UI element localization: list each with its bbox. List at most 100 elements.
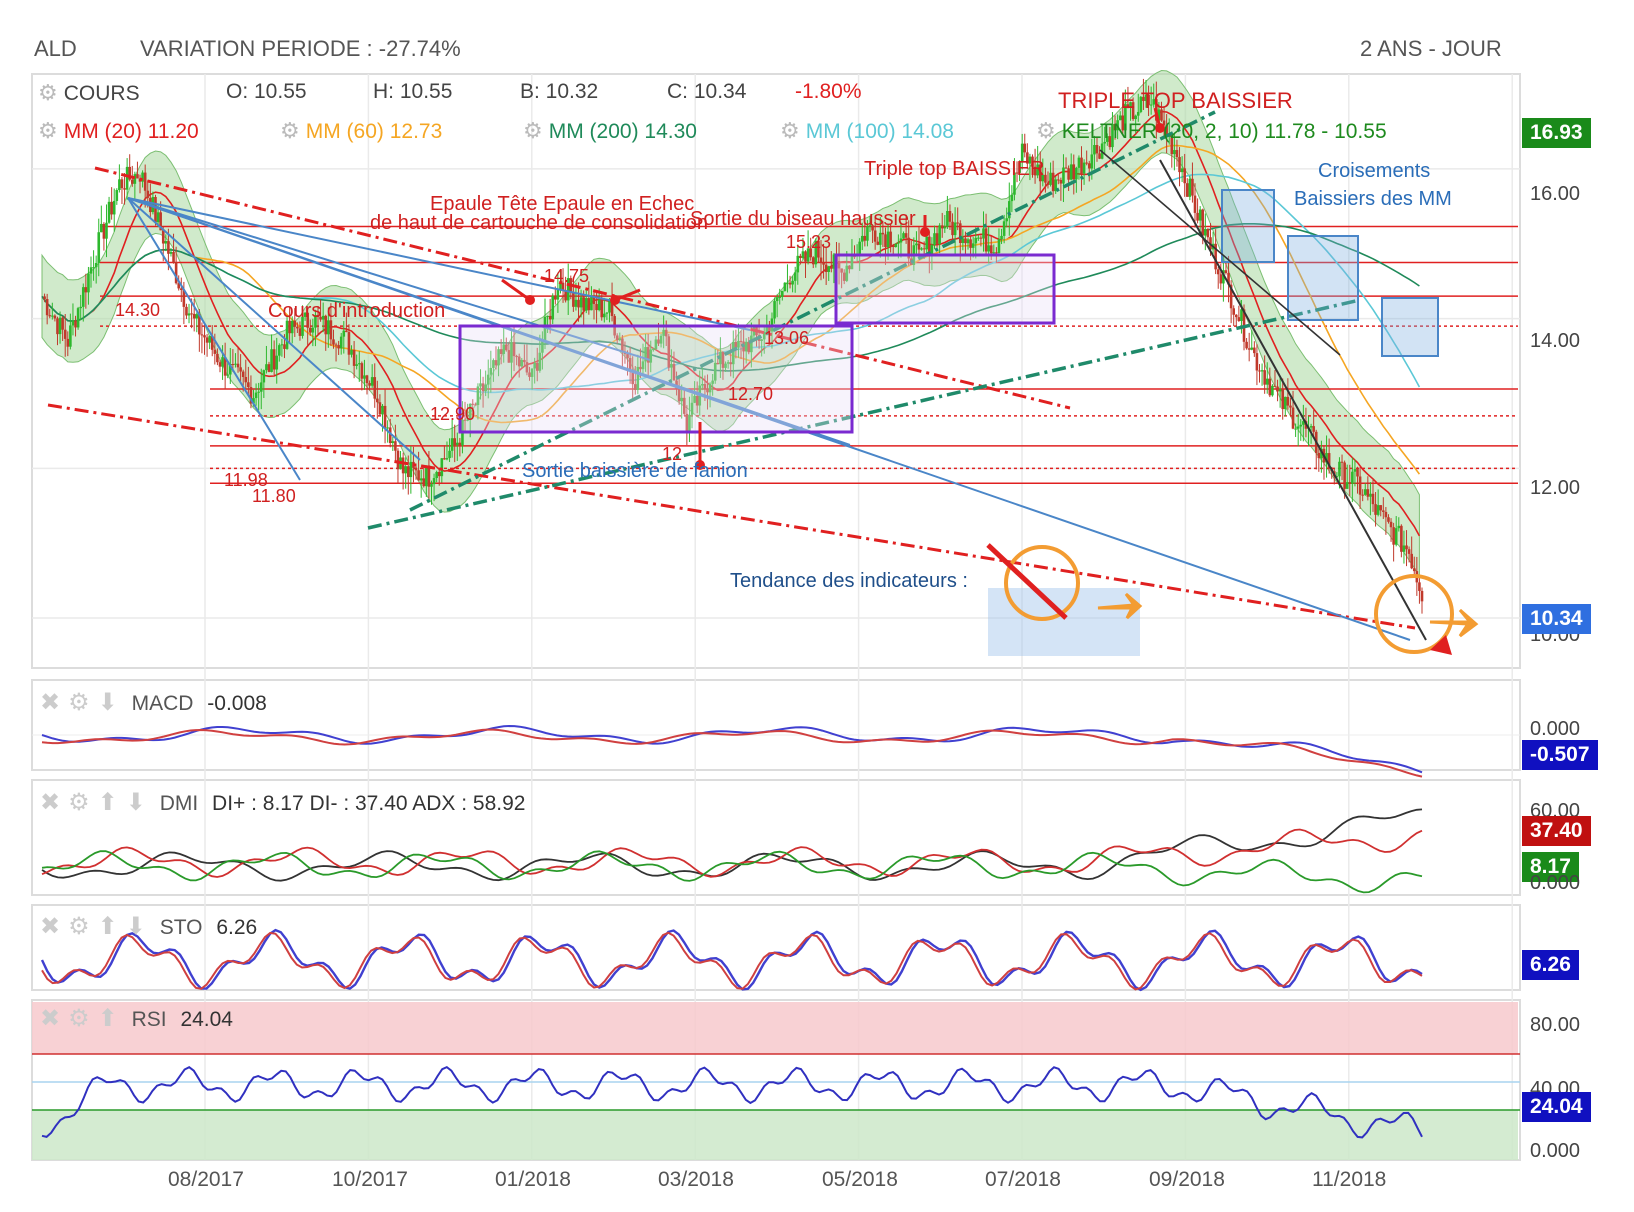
candle-body: [760, 339, 763, 341]
close-icon[interactable]: ✖: [40, 689, 61, 716]
close-icon[interactable]: ✖: [40, 1005, 61, 1032]
candle-body: [605, 312, 609, 314]
rsi-value: 24.04: [180, 1008, 233, 1031]
candle-body: [272, 349, 276, 370]
close-icon[interactable]: ✖: [40, 913, 61, 940]
rsi-label: RSI: [131, 1008, 167, 1031]
candle-body: [876, 241, 880, 245]
candle-body: [1051, 172, 1055, 192]
gear-icon[interactable]: ⚙: [68, 913, 90, 940]
sto-label: STO: [159, 916, 203, 939]
macd-line: [41, 724, 1423, 774]
candle-body: [863, 235, 867, 241]
candle-body: [793, 272, 797, 281]
candle-body: [167, 241, 170, 254]
candle-body: [347, 332, 351, 355]
legend-mm200[interactable]: ⚙ MM (200) 14.30: [523, 118, 697, 144]
candle-body: [517, 356, 521, 367]
candle-body: [1309, 426, 1313, 428]
candle-body: [486, 374, 490, 385]
candle-body: [554, 295, 557, 300]
candle-body: [677, 388, 681, 402]
candle-body: [1317, 452, 1321, 459]
candle-body: [76, 308, 80, 328]
candle-body: [239, 367, 242, 372]
candle-body: [587, 298, 591, 311]
candle-body: [262, 370, 266, 383]
candle-body: [314, 314, 317, 328]
gear-icon[interactable]: ⚙: [1036, 118, 1056, 143]
candle-body: [231, 364, 235, 366]
candle-body: [804, 251, 807, 262]
candle-body: [546, 315, 549, 317]
candle-body: [551, 295, 555, 320]
candle-body: [1175, 150, 1179, 158]
level-1180: 11.80: [252, 486, 296, 506]
candle-body: [693, 395, 696, 403]
candle-body: [226, 374, 230, 376]
candle-body: [721, 352, 725, 368]
candle-body: [391, 441, 395, 444]
price-tick-12: 12.00: [1530, 477, 1581, 499]
gear-icon[interactable]: ⚙: [68, 1005, 90, 1032]
legend-cours[interactable]: ⚙ COURS: [38, 80, 140, 106]
candle-body: [626, 354, 629, 359]
candle-body: [1111, 123, 1114, 148]
arrow-down-icon[interactable]: ⬇: [97, 689, 118, 716]
candle-body: [1054, 179, 1058, 192]
legend-keltner[interactable]: ⚙ KELTNER (20, 2, 10) 11.78 - 10.55: [1036, 118, 1387, 144]
arrow-down-icon[interactable]: ⬇: [125, 913, 146, 940]
arrow-up-icon[interactable]: ⬆: [97, 913, 118, 940]
red-pointer-head-0: [525, 295, 535, 305]
candle-body: [58, 317, 62, 335]
candle-body: [1075, 167, 1078, 180]
red-pointer-head-1: [610, 295, 620, 305]
legend-mm20[interactable]: ⚙ MM (20) 11.20: [38, 118, 199, 144]
candle-body: [112, 200, 116, 215]
legend-mm100[interactable]: ⚙ MM (100) 14.08: [780, 118, 954, 144]
candle-body: [481, 383, 485, 392]
arrow-up-icon[interactable]: ⬆: [97, 1005, 118, 1032]
candle-body: [1028, 156, 1032, 164]
candle-body: [334, 344, 338, 346]
candle-body: [1082, 162, 1086, 174]
gear-icon[interactable]: ⚙: [780, 118, 800, 143]
annotation-croisements-1: Croisements: [1318, 160, 1431, 182]
candle-body: [409, 461, 413, 478]
red-pointer-0: [501, 278, 531, 302]
legend-change: -1.80%: [795, 80, 862, 103]
gear-icon[interactable]: ⚙: [523, 118, 543, 143]
candle-body: [729, 362, 733, 365]
candle-body: [494, 360, 498, 366]
candle-body: [484, 384, 487, 392]
macd-value: -0.008: [207, 692, 267, 715]
gear-icon[interactable]: ⚙: [38, 118, 58, 143]
orange-arrow-trend: [1097, 592, 1143, 620]
candle-body: [45, 299, 49, 316]
legend-mm60[interactable]: ⚙ MM (60) 12.73: [280, 118, 442, 144]
candle-body: [1191, 178, 1194, 196]
consolidation-box-1: [458, 324, 854, 434]
candle-body: [419, 478, 423, 481]
annotation-fanion: Sortie baissière de fanion: [522, 460, 748, 482]
candle-body: [223, 357, 227, 376]
gear-icon[interactable]: ⚙: [68, 789, 90, 816]
candle-body: [198, 314, 201, 335]
arrow-up-icon[interactable]: ⬆: [97, 789, 118, 816]
candle-body: [1412, 568, 1416, 572]
arrow-down-icon[interactable]: ⬇: [125, 789, 146, 816]
candle-body: [811, 257, 815, 265]
candle-body: [724, 363, 727, 368]
gear-icon[interactable]: ⚙: [68, 689, 90, 716]
candle-body: [706, 389, 709, 393]
close-icon[interactable]: ✖: [40, 789, 61, 816]
dmi-tag-plus: 8.17: [1522, 852, 1579, 882]
candle-body: [641, 361, 645, 370]
candle-body: [1325, 453, 1328, 463]
candle-body: [850, 256, 854, 270]
candle-body: [933, 233, 936, 245]
sto-d-line: [41, 931, 1423, 991]
candle-body: [1281, 389, 1285, 410]
gear-icon[interactable]: ⚙: [38, 80, 58, 105]
gear-icon[interactable]: ⚙: [280, 118, 300, 143]
